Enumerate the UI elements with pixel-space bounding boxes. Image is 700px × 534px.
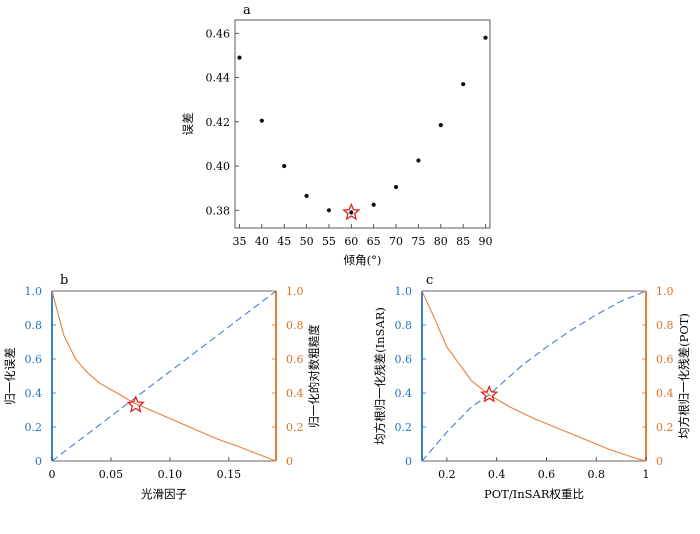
x-tick-label: 55 [322, 235, 336, 248]
data-point [483, 35, 488, 40]
x-tick-label: 80 [434, 235, 448, 248]
data-point [304, 193, 309, 199]
panel-c: c0.2 0.4 0.6 0.8 10 00.2 0.20.4 0.40.6 0.60.8 0.8… [373, 273, 691, 501]
left-y-tick-label: 0.4 [25, 387, 43, 400]
x-axis-label: 倾角(°) [344, 253, 382, 267]
x-tick-label: 35 [232, 235, 246, 248]
right-y-tick-label: 1.0 [656, 285, 674, 298]
optimum-star-marker [342, 202, 361, 221]
data-point [326, 208, 332, 213]
left-y-tick-label: 1.0 [395, 285, 413, 298]
data-point [237, 55, 242, 60]
x-tick-label: 0.8 [587, 468, 605, 481]
x-tick-label: 0.10 [158, 468, 183, 481]
left-y-tick-label: 0.8 [395, 319, 413, 332]
x-tick-label: 85 [456, 235, 470, 248]
left-y-tick-label: 0.2 [25, 421, 43, 434]
panel-label: b [60, 273, 68, 288]
right-axis-series-line [421, 290, 647, 462]
x-tick-label: 60 [344, 235, 358, 248]
right-y-tick-label: 0.8 [286, 319, 304, 332]
data-point [393, 184, 399, 190]
data-point [349, 210, 354, 215]
panel-label: c [426, 273, 433, 288]
right-axis-series-line [51, 290, 277, 462]
left-y-tick-label: 0.6 [25, 353, 43, 366]
y-tick-label: 0.46 [206, 27, 231, 40]
data-point [282, 163, 287, 169]
y-tick-label: 0.40 [206, 160, 231, 173]
y-tick-label: 0.38 [206, 204, 231, 217]
right-y-tick-label: 1.0 [286, 285, 304, 298]
right-y-tick-label: 0 [286, 455, 293, 468]
x-tick-label: 45 [277, 235, 291, 248]
right-y-tick-label: 0.4 [286, 387, 304, 400]
x-tick-label: 0.2 [438, 468, 456, 481]
right-y-axis-label: 均方根归一化残差(POT) [677, 313, 691, 439]
x-tick-label: 40 [255, 235, 269, 248]
data-point [371, 202, 376, 207]
left-y-tick-label: 0.2 [395, 421, 413, 434]
x-tick-label: 75 [411, 235, 425, 248]
data-point [461, 82, 466, 87]
x-axis-label: POT/InSAR权重比 [484, 487, 584, 501]
right-y-tick-label: 0.6 [286, 353, 304, 366]
panel-a: a 35 40 45 50 55 60 65 70 75 80 85 90 0.38 0.40 0.42 0.4… [181, 3, 493, 267]
data-point [416, 158, 421, 163]
x-axis-label: 光滑因子 [141, 487, 187, 501]
y-tick-label: 0.44 [206, 72, 231, 85]
x-tick-label: 0 [49, 468, 56, 481]
x-tick-label: 90 [479, 235, 493, 248]
x-tick-label: 50 [300, 235, 314, 248]
x-tick-label: 0.4 [488, 468, 506, 481]
left-axis-series-line [421, 290, 647, 462]
left-y-tick-label: 0.6 [395, 353, 413, 366]
x-tick-label: 0.15 [217, 468, 242, 481]
x-tick-label: 65 [367, 235, 381, 248]
y-axis-label: 误差 [181, 113, 195, 136]
x-tick-label: 0.6 [538, 468, 556, 481]
left-axis-series-line [51, 290, 277, 462]
data-point [438, 123, 443, 128]
left-y-tick-label: 0 [35, 455, 42, 468]
right-y-tick-label: 0.2 [286, 421, 304, 434]
left-y-tick-label: 1.0 [25, 285, 43, 298]
left-y-tick-label: 0.4 [395, 387, 413, 400]
left-y-tick-label: 0 [405, 455, 412, 468]
right-y-tick-label: 0.8 [656, 319, 674, 332]
left-y-tick-label: 0.8 [25, 319, 43, 332]
y-tick-label: 0.42 [206, 116, 231, 129]
optimum-star-marker [479, 385, 499, 403]
panel-label: a [243, 3, 251, 18]
right-y-tick-label: 0.2 [656, 421, 674, 434]
x-tick-label: 0.05 [99, 468, 124, 481]
data-point [259, 118, 264, 123]
x-tick-label: 1 [643, 468, 650, 481]
left-y-axis-label: 归一化误差 [3, 347, 17, 405]
right-y-tick-label: 0 [656, 455, 663, 468]
right-y-axis-label: 归一化的对数粗糙度 [307, 324, 321, 428]
optimum-star-marker [126, 395, 145, 413]
right-y-tick-label: 0.4 [656, 387, 674, 400]
plot-frame [234, 19, 491, 229]
panel-b: b0 0.05 0.10 0.150 00.2 0.20.4 0.40.6 0.60.8 0.8… [3, 273, 321, 501]
left-y-axis-label: 均方根归一化残差(InSAR) [373, 307, 387, 445]
x-tick-label: 70 [389, 235, 403, 248]
right-y-tick-label: 0.6 [656, 353, 674, 366]
